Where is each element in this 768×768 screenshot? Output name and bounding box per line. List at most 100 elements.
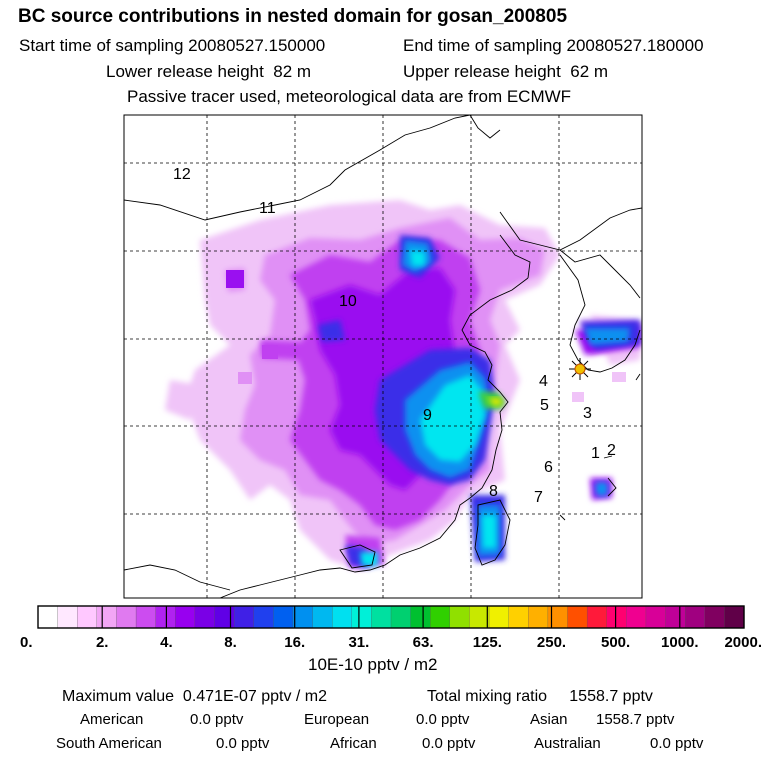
region-label-12: 12 xyxy=(173,166,191,183)
colorbar-cell xyxy=(351,605,372,629)
region-labels: 12 11 10 9 8 7 6 5 4 3 2 1 xyxy=(173,166,616,506)
colorbar-cell xyxy=(685,605,706,629)
end-sampling-value: 20080527.180000 xyxy=(566,36,704,55)
colorbar-cell xyxy=(233,605,255,629)
star-burst-icon xyxy=(569,358,591,380)
colorbar-cell xyxy=(371,605,392,629)
colorbar-cell xyxy=(586,605,608,629)
american-value: 0.0 pptv xyxy=(190,711,244,728)
tracer-note: Passive tracer used, meteorological data… xyxy=(127,87,572,106)
source-contribution-map: 12 11 10 9 8 7 6 5 4 3 2 1 0. 2. 4. 8. 16. 31… xyxy=(20,114,762,651)
european-value: 0.0 pptv xyxy=(416,711,470,728)
colorbar-tick-label: 0. xyxy=(20,634,33,651)
colorbar-cell xyxy=(292,605,314,629)
colorbar-tick-label: 16. xyxy=(284,634,305,651)
upper-release-value: 62 m xyxy=(570,62,609,81)
total-mixing-ratio-value: 1558.7 pptv xyxy=(569,688,653,705)
asian-label: Asian xyxy=(530,711,568,728)
colorbar-cell xyxy=(77,605,98,629)
colorbar-cell xyxy=(410,605,431,629)
colorbar-cell xyxy=(488,605,510,629)
start-sampling-value: 20080527.150000 xyxy=(188,36,326,55)
colorbar-cell xyxy=(155,605,176,629)
colorbar-cell xyxy=(57,605,78,629)
region-label-2: 2 xyxy=(607,442,616,459)
end-sampling: End time of sampling 20080527.180000 xyxy=(403,36,704,56)
upper-release-label: Upper release height xyxy=(403,62,561,81)
colorbar-tick-label: 125. xyxy=(473,634,502,651)
colorbar-cell xyxy=(194,605,216,629)
asian-value: 1558.7 pptv xyxy=(596,711,675,728)
region-label-11: 11 xyxy=(259,200,276,217)
colorbar-tick-label: 250. xyxy=(537,634,566,651)
lower-release: Lower release height 82 m xyxy=(106,62,311,82)
region-label-10: 10 xyxy=(339,293,357,310)
region-label-3: 3 xyxy=(583,405,592,422)
region-label-5: 5 xyxy=(540,397,549,414)
maximum-value-number: 0.471E-07 pptv / m2 xyxy=(182,688,328,705)
colorbar-cell xyxy=(469,605,490,629)
colorbar-tick-label: 4. xyxy=(160,634,173,651)
colorbar-cell xyxy=(253,605,274,629)
american-label: American xyxy=(80,711,144,728)
australian-value: 0.0 pptv xyxy=(650,735,704,752)
colorbar-cell xyxy=(273,605,294,629)
maximum-value: Maximum value 0.471E-07 pptv / m2 xyxy=(62,688,327,706)
colorbar-cell xyxy=(430,605,451,629)
colorbar-tick-label: 8. xyxy=(224,634,237,651)
colorbar-cell xyxy=(626,605,647,629)
colorbar-unit: 10E-10 pptv / m2 xyxy=(308,655,438,674)
colorbar-cell xyxy=(508,605,529,629)
colorbar-cell xyxy=(645,605,667,629)
south-american-label: South American xyxy=(56,735,162,752)
colorbar-tick-label: 1000. xyxy=(661,634,699,651)
start-sampling-label: Start time of sampling xyxy=(19,36,184,55)
end-sampling-label: End time of sampling xyxy=(403,36,562,55)
colorbar-cell xyxy=(547,605,569,629)
total-mixing-ratio-label: Total mixing ratio xyxy=(427,688,548,705)
colorbar-tick-labels: 0. 2. 4. 8. 16. 31. 63. 125. 250. 500. 1000. 2000. xyxy=(20,606,762,651)
region-label-8: 8 xyxy=(489,483,498,500)
region-label-7: 7 xyxy=(534,489,543,506)
plume-cyan xyxy=(360,250,496,566)
colorbar xyxy=(37,605,745,629)
african-value: 0.0 pptv xyxy=(422,735,476,752)
colorbar-tick-label: 500. xyxy=(601,634,630,651)
colorbar-cell xyxy=(449,605,470,629)
region-label-1: 1 xyxy=(591,445,600,462)
colorbar-cell xyxy=(390,605,412,629)
total-mixing-ratio: Total mixing ratio 1558.7 pptv xyxy=(427,688,653,706)
region-label-4: 4 xyxy=(539,373,548,390)
australian-label: Australian xyxy=(534,735,601,752)
colorbar-cell xyxy=(37,605,59,629)
colorbar-tick-label: 63. xyxy=(413,634,434,651)
region-label-9: 9 xyxy=(423,407,432,424)
map-frame xyxy=(123,114,643,599)
colorbar-cell xyxy=(724,605,745,629)
colorbar-cell xyxy=(175,605,196,629)
colorbar-cell xyxy=(116,605,137,629)
plume-patches xyxy=(226,270,626,402)
lat-lon-grid xyxy=(124,115,642,598)
colorbar-tick-label: 2000. xyxy=(724,634,762,651)
colorbar-cell xyxy=(606,605,627,629)
african-label: African xyxy=(330,735,377,752)
colorbar-cell xyxy=(96,605,117,629)
lower-release-label: Lower release height xyxy=(106,62,264,81)
plume-yellow xyxy=(488,398,503,406)
colorbar-cell xyxy=(567,605,588,629)
colorbar-cell xyxy=(665,605,686,629)
maximum-value-label: Maximum value xyxy=(62,688,175,705)
colorbar-tick-label: 31. xyxy=(348,634,369,651)
region-label-6: 6 xyxy=(544,459,553,476)
colorbar-cell xyxy=(704,605,725,629)
colorbar-cell xyxy=(312,605,333,629)
colorbar-cell xyxy=(528,605,549,629)
colorbar-tick-label: 2. xyxy=(96,634,109,651)
european-label: European xyxy=(304,711,370,728)
lower-release-value: 82 m xyxy=(273,62,312,81)
start-sampling: Start time of sampling 20080527.150000 xyxy=(19,36,325,56)
figure-title: BC source contributions in nested domain… xyxy=(18,6,568,27)
colorbar-cell xyxy=(332,605,353,629)
colorbar-cell xyxy=(214,605,235,629)
